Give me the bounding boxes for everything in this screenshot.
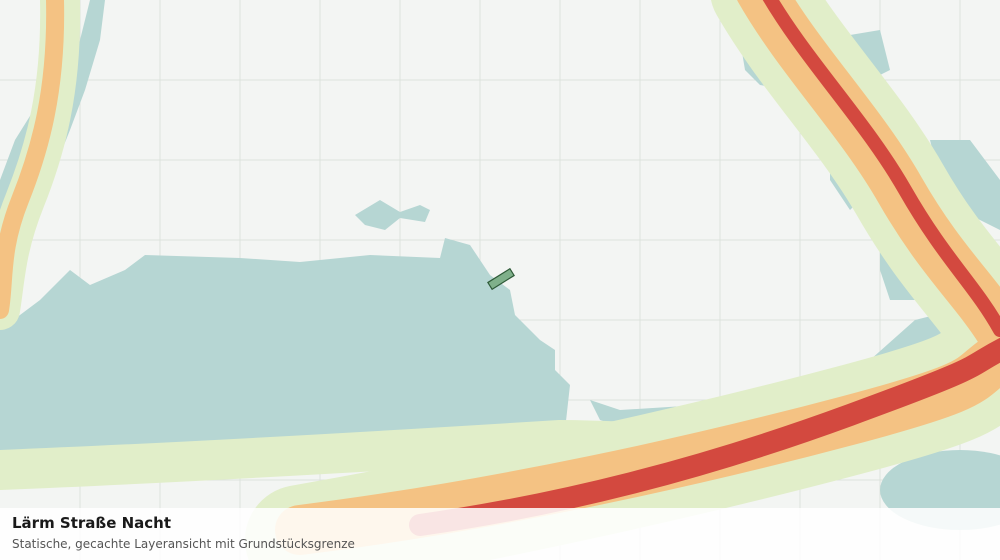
parcel-boundary [487,267,515,291]
map-subtitle: Statische, gecachte Layeransicht mit Gru… [12,537,355,551]
map-title: Lärm Straße Nacht [12,514,171,532]
caption-panel [0,508,1000,560]
